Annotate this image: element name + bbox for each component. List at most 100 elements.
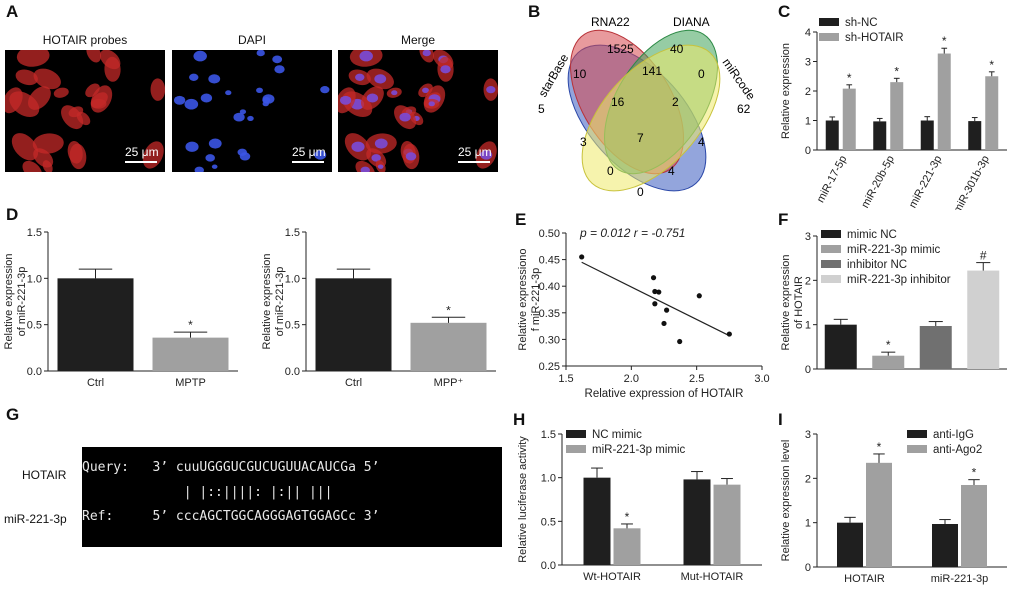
venn-count: 4 <box>698 135 705 149</box>
y-axis-label: of miR-221-3p <box>16 267 28 337</box>
cell-nucleus <box>320 85 330 94</box>
x-axis-label: Relative expression of HOTAIR <box>585 388 744 400</box>
bar <box>920 120 934 150</box>
venn-count: 7 <box>637 131 644 145</box>
scatter-point <box>652 288 658 295</box>
y-tick-label: 1 <box>805 320 811 332</box>
y-tick-label: 0.30 <box>539 334 560 346</box>
cell-body <box>27 86 51 110</box>
y-axis-label: Relative expression <box>780 43 792 139</box>
seq-label-ref: miR-221-3p <box>4 512 67 526</box>
legend-swatch <box>821 275 841 283</box>
y-tick-label: 0.5 <box>541 516 556 528</box>
cell-nucleus <box>239 109 247 115</box>
y-tick-label: 0.25 <box>539 361 560 373</box>
cell-nucleus <box>366 93 379 103</box>
y-tick-label: 3 <box>805 429 811 441</box>
legend-label: anti-Ago2 <box>933 444 982 456</box>
cell-nucleus <box>422 87 429 94</box>
legend-swatch <box>566 445 586 453</box>
y-axis-label: f miR-221-3p <box>530 268 542 332</box>
scale-text: 25 μm <box>125 145 159 159</box>
cell-nucleus <box>399 112 411 122</box>
y-axis-label: Relative expression <box>780 255 792 351</box>
panel-letter-b: B <box>528 2 541 21</box>
bar <box>583 477 611 565</box>
significance-mark: * <box>942 34 947 48</box>
x-tick-label: miR-221-3p <box>907 154 945 210</box>
y-tick-label: 2 <box>805 86 811 98</box>
x-tick-label: miR-221-3p <box>931 573 988 585</box>
chart-c: 0 1 2 3 4 Relative expression * miR-17-5p * miR-2… <box>780 17 1007 210</box>
bar <box>410 322 487 371</box>
venn-count: 2 <box>672 95 679 109</box>
venn-count: 0 <box>637 185 644 199</box>
bar <box>919 325 952 369</box>
cell-nucleus <box>351 141 365 152</box>
legend-label: sh-HOTAIR <box>845 32 904 44</box>
y-tick-label: 0.0 <box>27 366 42 378</box>
y-tick-label: 2 <box>805 275 811 287</box>
y-tick-label: 0.50 <box>539 228 560 240</box>
cell-nucleus <box>440 65 451 74</box>
legend-swatch <box>819 33 839 41</box>
y-tick-label: 1.0 <box>285 273 300 285</box>
scatter-point <box>677 338 683 345</box>
cell-body <box>22 160 43 172</box>
bar <box>968 121 982 150</box>
cell-nucleus <box>247 115 254 121</box>
cell-nucleus <box>391 90 398 96</box>
legend-label: miR-221-3p inhibitor <box>847 274 951 286</box>
venn-count: 3 <box>580 135 587 149</box>
cell-body <box>61 105 84 130</box>
bar <box>967 270 1000 369</box>
venn-set-mircode <box>581 44 721 192</box>
y-axis-label: of HOTAIR <box>793 276 805 329</box>
legend-label: miR-221-3p mimic <box>592 444 686 456</box>
y-axis-label: Relative expressiono <box>517 248 529 350</box>
legend-label: inhibitor NC <box>847 259 907 271</box>
cell-nucleus <box>314 150 327 160</box>
panel-letter-a: A <box>6 2 19 21</box>
y-axis-label: of miR-221-3p <box>274 267 286 337</box>
bar <box>932 523 958 567</box>
cell-nucleus <box>428 101 435 107</box>
cell-body <box>104 56 121 82</box>
legend-label: miR-221-3p mimic <box>847 244 941 256</box>
venn-count: 10 <box>573 67 587 81</box>
scale-bar <box>125 161 157 163</box>
significance-mark: * <box>446 303 451 317</box>
bar <box>985 76 999 150</box>
panel-b-venn: starBase RNA22 DIANA miRcode 5 1525 40 6… <box>535 15 758 199</box>
cell-nucleus <box>377 164 384 169</box>
significance-mark: * <box>847 71 852 85</box>
significance-mark: * <box>625 510 630 524</box>
cell-nucleus <box>184 98 199 110</box>
cell-nucleus <box>371 154 381 162</box>
scatter-point <box>652 301 658 307</box>
legend-label: anti-IgG <box>933 429 974 441</box>
cell-nucleus <box>256 87 263 94</box>
venn-label-diana: DIANA <box>673 15 710 29</box>
significance-mark: * <box>894 64 899 78</box>
x-tick-label: 2.5 <box>689 373 704 385</box>
venn-count: 141 <box>642 64 662 78</box>
legend-swatch <box>821 260 841 268</box>
cell-body <box>53 87 69 98</box>
y-tick-label: 0.40 <box>539 281 560 293</box>
cell-body <box>33 68 61 90</box>
scale-text: 25 μm <box>292 145 326 159</box>
panel-letter-c: C <box>778 2 791 21</box>
scatter-point <box>696 293 702 299</box>
scatter-point <box>656 289 662 295</box>
bar <box>315 278 392 371</box>
cell-nucleus <box>208 138 222 149</box>
cell-body <box>11 133 39 161</box>
cell-nucleus <box>339 95 352 105</box>
cell-nucleus <box>374 138 388 149</box>
y-tick-label: 1 <box>805 518 811 530</box>
y-tick-label: 1.5 <box>27 227 42 239</box>
cell-nucleus <box>262 101 269 107</box>
bar <box>937 53 951 150</box>
y-tick-label: 0 <box>805 145 811 157</box>
